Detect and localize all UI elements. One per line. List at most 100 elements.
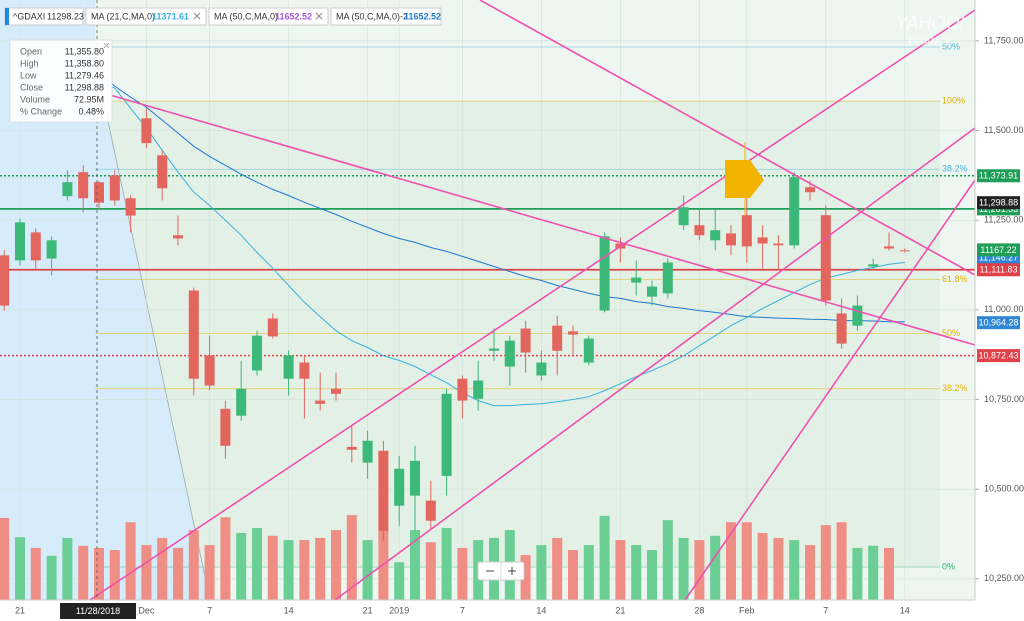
close-icon[interactable] <box>315 12 323 20</box>
candle-body <box>78 172 89 199</box>
volume-bar <box>46 555 57 600</box>
volume-bar <box>267 535 278 600</box>
blue-zone <box>0 0 210 600</box>
price-tag-label: 10,872.43 <box>978 350 1018 360</box>
candle-body <box>94 182 104 203</box>
tooltip: Open 11,355.80 High 11,358.80 Low 11,279.46 Cl… <box>9 39 113 123</box>
volume-bar <box>125 522 136 600</box>
volume-bar <box>157 537 168 600</box>
volume-bar <box>188 530 199 600</box>
x-tick-label: 7 <box>207 605 212 615</box>
volume-bar <box>331 530 341 600</box>
tooltip-value: 11,279.46 <box>65 70 104 80</box>
volume-bar <box>283 540 294 600</box>
candle-body <box>741 215 752 247</box>
tooltip-value: 72.95M <box>74 94 104 104</box>
trend-line <box>334 127 976 601</box>
volume-bar <box>599 515 610 600</box>
candle-body <box>820 215 831 301</box>
volume-bar <box>425 542 436 600</box>
volume-bar <box>884 547 894 600</box>
tooltip-label: % Change <box>20 106 62 116</box>
tooltip-box <box>9 39 113 123</box>
volume-bar <box>789 540 800 600</box>
y-tick-label: 11,250.00 <box>984 215 1023 225</box>
y-tick-label: 10,500.00 <box>984 484 1024 494</box>
candle-body <box>299 362 310 379</box>
x-tick-label: 2019 <box>389 605 409 615</box>
close-icon[interactable] <box>193 12 201 20</box>
volume-bar <box>94 547 104 600</box>
price-tag <box>977 169 1020 183</box>
legend-chip[interactable] <box>208 7 329 26</box>
volume-bar <box>678 537 689 600</box>
candle-body <box>599 236 610 311</box>
x-tick-label: 28 <box>694 605 704 615</box>
volume-bar <box>78 545 89 600</box>
volume-bar <box>757 532 768 600</box>
candle-body <box>410 460 420 496</box>
volume-bar <box>726 522 736 600</box>
volume-bar <box>552 537 563 600</box>
candle-body <box>836 313 847 344</box>
candle-body <box>188 290 199 379</box>
candle-body <box>568 331 578 335</box>
price-tags: 11,373.9111,281.5311,298.8811,146.271116… <box>977 169 1020 363</box>
volume-bar <box>694 540 705 600</box>
volume-bar <box>710 535 721 600</box>
candle-body <box>694 225 705 236</box>
candle-body <box>46 240 57 259</box>
trend-line <box>109 94 976 346</box>
candle-body <box>805 187 815 193</box>
fib-label: 61.8% <box>942 274 968 284</box>
price-tag-label: 11,373.91 <box>979 171 1018 181</box>
candle-body <box>631 277 642 283</box>
candle-body <box>283 355 294 379</box>
volume-bar <box>15 537 25 600</box>
volume-bar <box>109 550 120 600</box>
legend-chip[interactable] <box>85 7 207 26</box>
tooltip-label: Low <box>20 70 37 80</box>
symbol-value: 11298.23 <box>47 11 84 21</box>
x-tick-label: 7 <box>460 605 465 615</box>
signal-arrow <box>725 160 764 198</box>
candle-body <box>267 318 278 337</box>
volume-bar <box>536 545 547 600</box>
candle-body <box>252 335 262 371</box>
tooltip-label: Close <box>20 82 43 92</box>
volume-bar <box>30 547 41 600</box>
close-icon[interactable] <box>103 42 110 49</box>
volume-bar <box>299 540 310 600</box>
candle-body <box>331 388 341 394</box>
candle-body <box>315 400 326 404</box>
legend-chip[interactable] <box>330 7 442 26</box>
volume-bar <box>741 522 752 600</box>
x-tick-label: Dec <box>138 605 155 615</box>
price-tag-label: 11167.22 <box>980 245 1016 255</box>
volume-bar <box>0 517 10 600</box>
price-tag <box>977 316 1020 330</box>
volume-bar <box>141 545 152 600</box>
moving-average <box>98 79 905 407</box>
candle-body <box>884 246 894 249</box>
candle-body <box>15 222 25 261</box>
x-tick-label: Feb <box>739 605 755 615</box>
volume-bar <box>583 545 594 600</box>
candle-body <box>504 340 515 367</box>
price-tag-label: 11,298.88 <box>979 198 1018 208</box>
candle-body <box>647 286 657 297</box>
tooltip-value: 11,358.80 <box>65 58 104 68</box>
volume-bar <box>647 550 657 600</box>
trend-lines <box>89 0 976 601</box>
candle-body <box>678 207 689 226</box>
candle-body <box>473 380 484 399</box>
fib-label: 50% <box>942 328 960 338</box>
zoom-in[interactable] <box>508 567 516 575</box>
volume-bar <box>820 525 831 600</box>
x-tick-label: 14 <box>536 605 546 615</box>
volume-bar <box>836 522 847 600</box>
volume-bar <box>631 545 642 600</box>
candle-body <box>204 355 215 386</box>
